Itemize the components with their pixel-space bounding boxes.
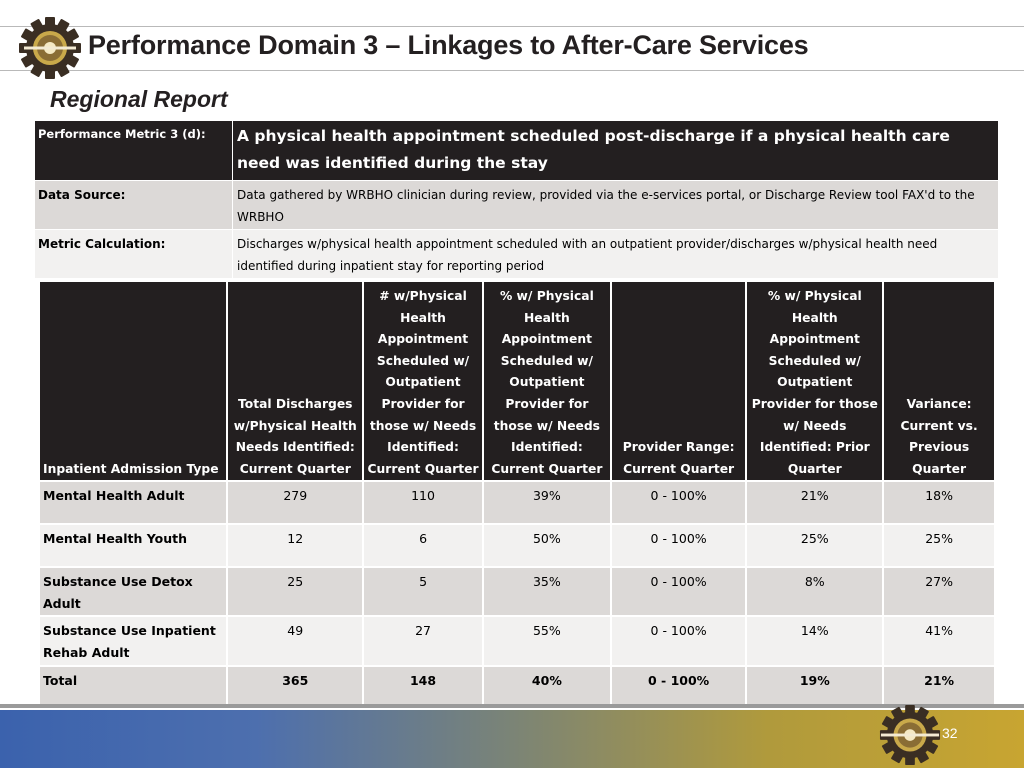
metric-calculation-row: Metric Calculation: Discharges w/physica… xyxy=(34,229,999,279)
row-provider-range: 0 - 100% xyxy=(609,523,748,569)
row-percent-prior: 25% xyxy=(745,523,885,569)
footer-band xyxy=(0,710,1024,768)
row-count-scheduled: 110 xyxy=(362,480,484,526)
metric-label: Performance Metric 3 (d): xyxy=(34,120,233,181)
row-count-scheduled: 6 xyxy=(362,523,484,569)
column-header-count-scheduled: # w/Physical Health Appointment Schedule… xyxy=(362,279,484,483)
page-number: 32 xyxy=(942,725,958,741)
row-count-scheduled: 5 xyxy=(362,566,484,618)
total-variance: 21% xyxy=(882,665,996,711)
row-provider-range: 0 - 100% xyxy=(609,480,748,526)
row-percent-prior: 14% xyxy=(745,615,885,668)
gear-icon xyxy=(19,17,81,79)
data-source-label: Data Source: xyxy=(34,180,233,230)
metric-calculation-value: Discharges w/physical health appointment… xyxy=(232,229,999,279)
column-header-percent-prior: % w/ Physical Health Appointment Schedul… xyxy=(745,279,885,483)
page-title: Performance Domain 3 – Linkages to After… xyxy=(88,30,809,60)
row-admission-type: Mental Health Adult xyxy=(37,480,229,526)
column-header-provider-range: Provider Range: Current Quarter xyxy=(609,279,748,483)
table-row: Substance Use Detox Adult 25 5 35% 0 - 1… xyxy=(37,566,996,618)
data-source-row: Data Source: Data gathered by WRBHO clin… xyxy=(34,180,999,230)
total-percent-prior: 19% xyxy=(745,665,885,711)
column-header-total-discharges: Total Discharges w/Physical Health Needs… xyxy=(226,279,365,483)
row-variance: 25% xyxy=(882,523,996,569)
row-provider-range: 0 - 100% xyxy=(609,615,748,668)
row-admission-type: Substance Use Detox Adult xyxy=(37,566,229,618)
metric-value: A physical health appointment scheduled … xyxy=(232,120,999,181)
gear-icon xyxy=(879,704,941,766)
row-total-discharges: 49 xyxy=(226,615,365,668)
row-count-scheduled: 27 xyxy=(362,615,484,668)
total-label: Total xyxy=(37,665,229,711)
row-admission-type: Substance Use Inpatient Rehab Adult xyxy=(37,615,229,668)
title-top-rule xyxy=(0,26,1024,27)
row-percent-prior: 21% xyxy=(745,480,885,526)
table-row: Mental Health Youth 12 6 50% 0 - 100% 25… xyxy=(37,523,996,569)
row-variance: 27% xyxy=(882,566,996,618)
row-percent-current: 35% xyxy=(481,566,612,618)
row-percent-current: 50% xyxy=(481,523,612,569)
row-percent-current: 39% xyxy=(481,480,612,526)
row-total-discharges: 25 xyxy=(226,566,365,618)
row-total-discharges: 279 xyxy=(226,480,365,526)
total-count-scheduled: 148 xyxy=(362,665,484,711)
column-header-variance: Variance: Current vs. Previous Quarter xyxy=(882,279,996,483)
total-percent-current: 40% xyxy=(481,665,612,711)
total-provider-range: 0 - 100% xyxy=(609,665,748,711)
row-percent-prior: 8% xyxy=(745,566,885,618)
metric-row: Performance Metric 3 (d): A physical hea… xyxy=(34,120,999,181)
row-admission-type: Mental Health Youth xyxy=(37,523,229,569)
metric-info-table: Performance Metric 3 (d): A physical hea… xyxy=(34,120,999,279)
report-subtitle: Regional Report xyxy=(50,86,228,112)
table-row: Substance Use Inpatient Rehab Adult 49 2… xyxy=(37,615,996,668)
row-variance: 18% xyxy=(882,480,996,526)
title-bottom-rule xyxy=(0,70,1024,71)
footer-divider xyxy=(0,704,1024,708)
metric-calculation-label: Metric Calculation: xyxy=(34,229,233,279)
row-variance: 41% xyxy=(882,615,996,668)
data-source-value: Data gathered by WRBHO clinician during … xyxy=(232,180,999,230)
total-discharges: 365 xyxy=(226,665,365,711)
total-row: Total 365 148 40% 0 - 100% 19% 21% xyxy=(37,665,996,711)
table-header-row: Inpatient Admission Type Total Discharge… xyxy=(37,279,996,483)
column-header-percent-current: % w/ Physical Health Appointment Schedul… xyxy=(481,279,612,483)
row-total-discharges: 12 xyxy=(226,523,365,569)
row-provider-range: 0 - 100% xyxy=(609,566,748,618)
column-header-admission-type: Inpatient Admission Type xyxy=(37,279,229,483)
row-percent-current: 55% xyxy=(481,615,612,668)
table-row: Mental Health Adult 279 110 39% 0 - 100%… xyxy=(37,480,996,526)
regional-report-table: Inpatient Admission Type Total Discharge… xyxy=(37,279,996,711)
